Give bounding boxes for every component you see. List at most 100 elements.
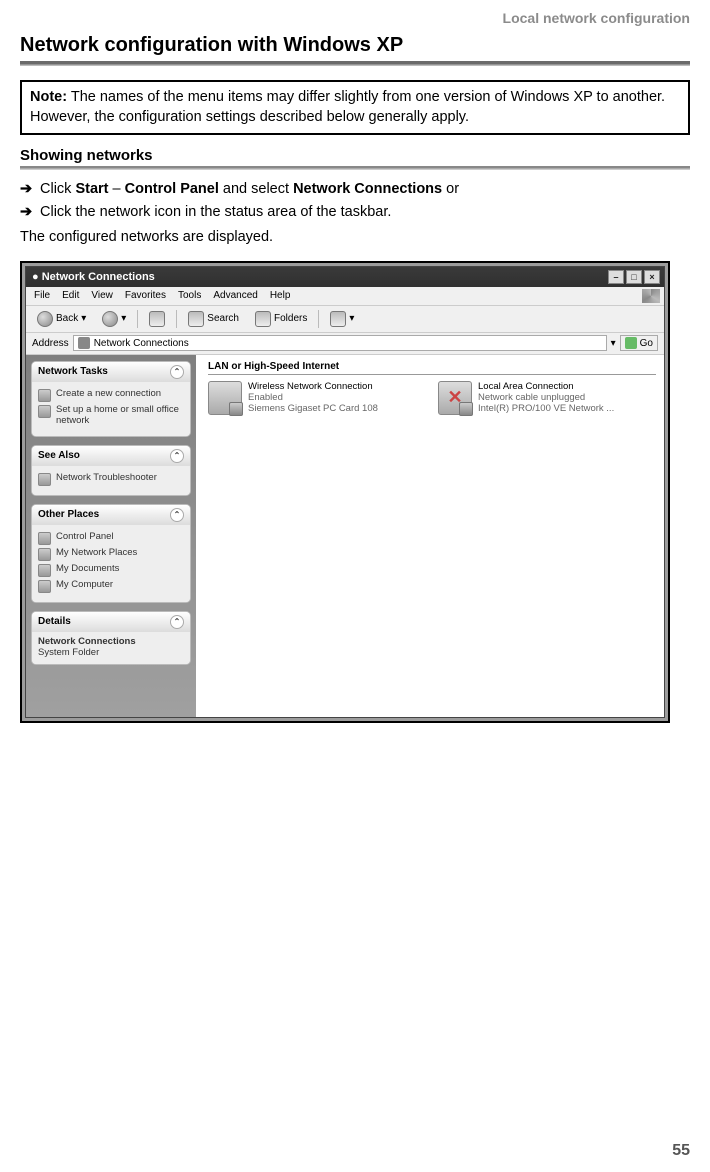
windows-logo-icon [642, 289, 660, 303]
link-control-panel[interactable]: Control Panel [38, 532, 184, 545]
step-arrow-icon: ➔ [20, 203, 40, 222]
step-text: Click Start – Control Panel and select N… [40, 180, 459, 199]
titlebar[interactable]: ● Network Connections – □ × [26, 267, 664, 287]
folder-icon [38, 532, 51, 545]
link-label: Control Panel [56, 532, 114, 543]
connection-icon [438, 381, 472, 415]
link-my-documents[interactable]: My Documents [38, 564, 184, 577]
panel-details: Details ⌃ Network Connections System Fol… [32, 612, 190, 664]
step-2: ➔ Click the network icon in the status a… [20, 203, 690, 222]
main-pane: LAN or High-Speed Internet Wireless Netw… [196, 355, 664, 717]
folder-icon [38, 548, 51, 561]
t: and select [219, 181, 293, 197]
group-header: LAN or High-Speed Internet [208, 361, 656, 375]
search-icon [188, 311, 204, 327]
go-icon [625, 337, 637, 349]
back-button[interactable]: Back ▾ [32, 308, 91, 330]
forward-button[interactable]: ▾ [97, 308, 131, 330]
collapse-icon[interactable]: ⌃ [170, 449, 184, 463]
menu-edit[interactable]: Edit [62, 290, 79, 301]
connection-device: Siemens Gigaset PC Card 108 [248, 403, 378, 414]
page-title: Network configuration with Windows XP [20, 34, 690, 57]
connection-device: Intel(R) PRO/100 VE Network ... [478, 403, 614, 414]
collapse-icon[interactable]: ⌃ [170, 615, 184, 629]
menu-tools[interactable]: Tools [178, 290, 201, 301]
forward-icon [102, 311, 118, 327]
details-subtitle: System Folder [38, 647, 99, 658]
maximize-button[interactable]: □ [626, 270, 642, 284]
link-label: My Documents [56, 564, 119, 575]
menubar: File Edit View Favorites Tools Advanced … [26, 287, 664, 305]
running-head: Local network configuration [20, 10, 690, 26]
close-button[interactable]: × [644, 270, 660, 284]
panel-title: Network Tasks [38, 366, 108, 377]
menu-advanced[interactable]: Advanced [213, 290, 257, 301]
t: Control Panel [125, 181, 219, 197]
folder-icon [38, 564, 51, 577]
connection-name: Wireless Network Connection [248, 381, 378, 392]
step-1: ➔ Click Start – Control Panel and select… [20, 180, 690, 199]
address-field[interactable]: Network Connections [73, 335, 607, 351]
collapse-icon[interactable]: ⌃ [170, 365, 184, 379]
menu-help[interactable]: Help [270, 290, 291, 301]
back-label: Back [56, 313, 78, 324]
panel-title: See Also [38, 450, 80, 461]
link-my-computer[interactable]: My Computer [38, 580, 184, 593]
search-button[interactable]: Search [183, 308, 244, 330]
up-icon [149, 311, 165, 327]
task-create-connection[interactable]: Create a new connection [38, 389, 184, 402]
step-arrow-icon: ➔ [20, 180, 40, 199]
menu-file[interactable]: File [34, 290, 50, 301]
task-label: Set up a home or small office network [56, 405, 184, 427]
views-icon [330, 311, 346, 327]
note-title: Note: [30, 89, 67, 105]
toolbar: Back ▾ ▾ Search Folders ▾ [26, 305, 664, 333]
connection-icon [208, 381, 242, 415]
collapse-icon[interactable]: ⌃ [170, 508, 184, 522]
panel-other-places: Other Places ⌃ Control Panel My Network … [32, 505, 190, 602]
menu-favorites[interactable]: Favorites [125, 290, 166, 301]
subheading: Showing networks [20, 147, 690, 164]
window-icon: ● [32, 271, 39, 283]
content-area: Network Tasks ⌃ Create a new connection … [26, 355, 664, 717]
note-text: The names of the menu items may differ s… [30, 89, 665, 125]
subheading-rule [20, 166, 690, 170]
search-label: Search [207, 313, 239, 324]
views-button[interactable]: ▾ [325, 308, 359, 330]
step-text: Click the network icon in the status are… [40, 203, 391, 222]
minimize-button[interactable]: – [608, 270, 624, 284]
page-number: 55 [672, 1142, 690, 1160]
folders-button[interactable]: Folders [250, 308, 312, 330]
link-my-network-places[interactable]: My Network Places [38, 548, 184, 561]
address-dropdown[interactable]: ▾ [611, 338, 616, 349]
go-button[interactable]: Go [620, 335, 658, 351]
panel-header[interactable]: Other Places ⌃ [32, 505, 190, 525]
panel-header[interactable]: Network Tasks ⌃ [32, 362, 190, 382]
task-setup-home-network[interactable]: Set up a home or small office network [38, 405, 184, 427]
up-button[interactable] [144, 308, 170, 330]
panel-title: Other Places [38, 509, 99, 520]
side-pane: Network Tasks ⌃ Create a new connection … [26, 355, 196, 717]
connection-status: Network cable unplugged [478, 392, 614, 403]
back-icon [37, 311, 53, 327]
t: Start [75, 181, 108, 197]
connection-status: Enabled [248, 392, 378, 403]
link-network-troubleshooter[interactable]: Network Troubleshooter [38, 473, 184, 486]
connection-name: Local Area Connection [478, 381, 614, 392]
details-title: Network Connections [38, 636, 136, 647]
panel-header[interactable]: Details ⌃ [32, 612, 190, 632]
separator [137, 310, 138, 328]
panel-header[interactable]: See Also ⌃ [32, 446, 190, 466]
link-label: My Network Places [56, 548, 137, 559]
connection-wireless[interactable]: Wireless Network Connection Enabled Siem… [208, 381, 408, 415]
menu-view[interactable]: View [91, 290, 113, 301]
link-label: Network Troubleshooter [56, 473, 157, 484]
title-rule [20, 61, 690, 66]
link-label: My Computer [56, 580, 113, 591]
connection-lan[interactable]: Local Area Connection Network cable unpl… [438, 381, 638, 415]
address-value: Network Connections [94, 338, 189, 349]
panel-see-also: See Also ⌃ Network Troubleshooter [32, 446, 190, 495]
panel-title: Details [38, 616, 71, 627]
task-label: Create a new connection [56, 389, 161, 400]
address-icon [78, 337, 90, 349]
